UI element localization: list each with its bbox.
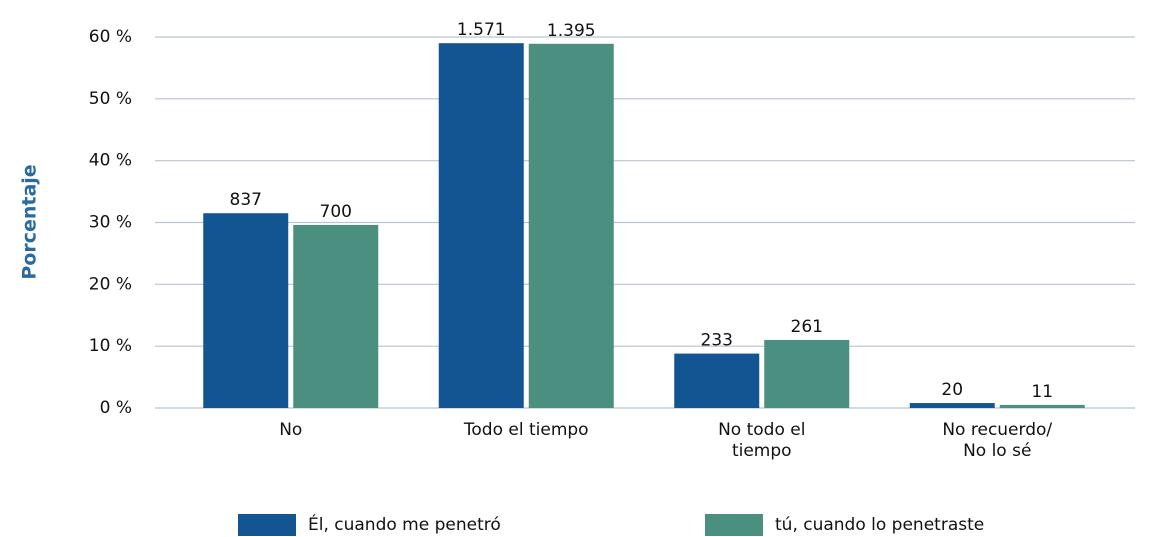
bar [909, 403, 995, 408]
y-tick-label: 10 % [89, 336, 132, 356]
legend-swatch [705, 514, 763, 536]
bar [203, 213, 289, 408]
bar [999, 404, 1085, 408]
y-tick-label: 50 % [89, 89, 132, 109]
bar [764, 339, 850, 408]
y-axis-label: Porcentaje [19, 164, 41, 279]
data-label: 837 [230, 190, 262, 210]
y-tick-label: 40 % [89, 151, 132, 171]
x-tick-label: Todo el tiempo [463, 420, 589, 440]
legend-label: tú, cuando lo penetraste [775, 515, 984, 535]
x-tick-label: No recuerdo/ No lo sé [942, 420, 1053, 461]
x-tick-label: No todo el tiempo [718, 420, 806, 461]
y-tick-label: 60 % [89, 27, 132, 47]
bar [438, 43, 524, 408]
data-label: 700 [320, 202, 352, 222]
bar [528, 43, 614, 408]
x-tick-label: No [279, 420, 303, 440]
data-label: 1.395 [547, 21, 596, 41]
data-label: 1.571 [457, 20, 506, 40]
bar [674, 353, 760, 408]
bar [293, 224, 379, 408]
y-tick-label: 30 % [89, 213, 132, 233]
data-label: 11 [1031, 382, 1053, 402]
data-label: 233 [701, 331, 733, 351]
y-tick-label: 20 % [89, 274, 132, 294]
legend-swatch [238, 514, 296, 536]
data-label: 20 [941, 380, 963, 400]
data-label: 261 [791, 317, 823, 337]
y-tick-label: 0 % [100, 398, 132, 418]
legend-label: Él, cuando me penetró [308, 513, 501, 535]
